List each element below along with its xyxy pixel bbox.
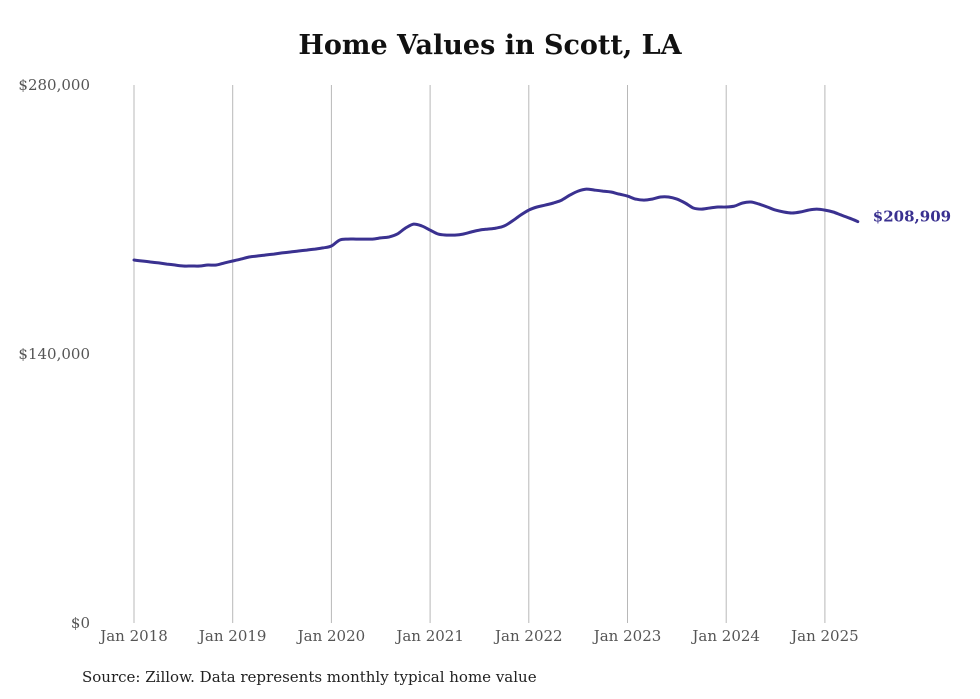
- y-tick-label: $280,000: [18, 76, 90, 94]
- end-value-label: $208,909: [873, 208, 951, 226]
- series-line: [132, 187, 860, 268]
- x-tick-label: Jan 2024: [690, 627, 760, 645]
- series-layer: [132, 187, 860, 268]
- annotations: $208,909: [873, 208, 951, 226]
- y-tick-label: $0: [71, 614, 90, 632]
- x-tick-label: Jan 2019: [197, 627, 267, 645]
- x-tick-label: Jan 2022: [493, 627, 563, 645]
- y-tick-label: $140,000: [18, 345, 90, 363]
- x-tick-label: Jan 2021: [394, 627, 464, 645]
- x-tick-label: Jan 2025: [789, 627, 859, 645]
- x-tick-label: Jan 2018: [98, 627, 168, 645]
- source-note: Source: Zillow. Data represents monthly …: [82, 668, 537, 686]
- y-axis-ticks: $0 $140,000 $280,000: [18, 76, 90, 632]
- gridlines: [133, 85, 826, 623]
- x-tick-label: Jan 2020: [296, 627, 366, 645]
- chart-title: Home Values in Scott, LA: [298, 30, 682, 61]
- x-tick-label: Jan 2023: [592, 627, 662, 645]
- x-axis-ticks: Jan 2018 Jan 2019 Jan 2020 Jan 2021 Jan 2022…: [98, 627, 858, 645]
